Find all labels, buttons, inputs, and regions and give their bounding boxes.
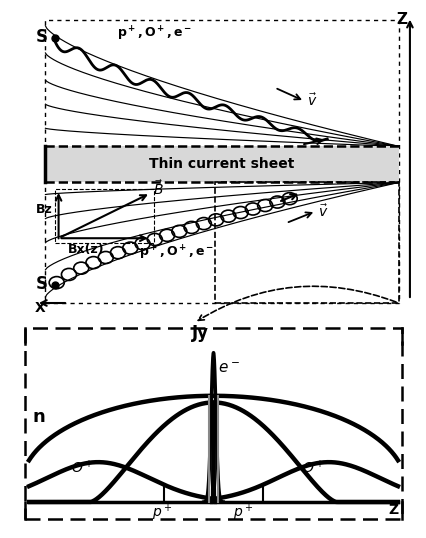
Text: $O^+$: $O^+$ [301,459,324,477]
Text: $O^+$: $O^+$ [71,459,94,477]
Text: X: X [35,301,46,315]
Text: $\vec{B}$: $\vec{B}$ [152,179,163,197]
Text: $\vec{v}$: $\vec{v}$ [317,203,328,220]
Text: Jy: Jy [191,324,208,342]
Text: Thin current sheet: Thin current sheet [149,158,294,172]
Text: Bx(z): Bx(z) [68,243,104,256]
Bar [45,146,398,182]
Text: Z: Z [396,12,407,27]
Text: Bz: Bz [36,203,53,216]
Text: $\vec{v}$: $\vec{v}$ [306,92,316,109]
Text: $p^+$: $p^+$ [232,502,253,522]
Text: Z: Z [388,502,397,516]
Text: S: S [36,29,48,46]
Text: $\mathbf{p^+, O^+, e^-}$: $\mathbf{p^+, O^+, e^-}$ [139,243,214,261]
Text: S: S [36,275,48,293]
Text: $\mathbf{p^+, O^+, e^-}$: $\mathbf{p^+, O^+, e^-}$ [117,25,191,43]
Text: n: n [33,408,46,426]
Text: $e^-$: $e^-$ [218,360,239,376]
Text: $p^+$: $p^+$ [152,502,172,522]
